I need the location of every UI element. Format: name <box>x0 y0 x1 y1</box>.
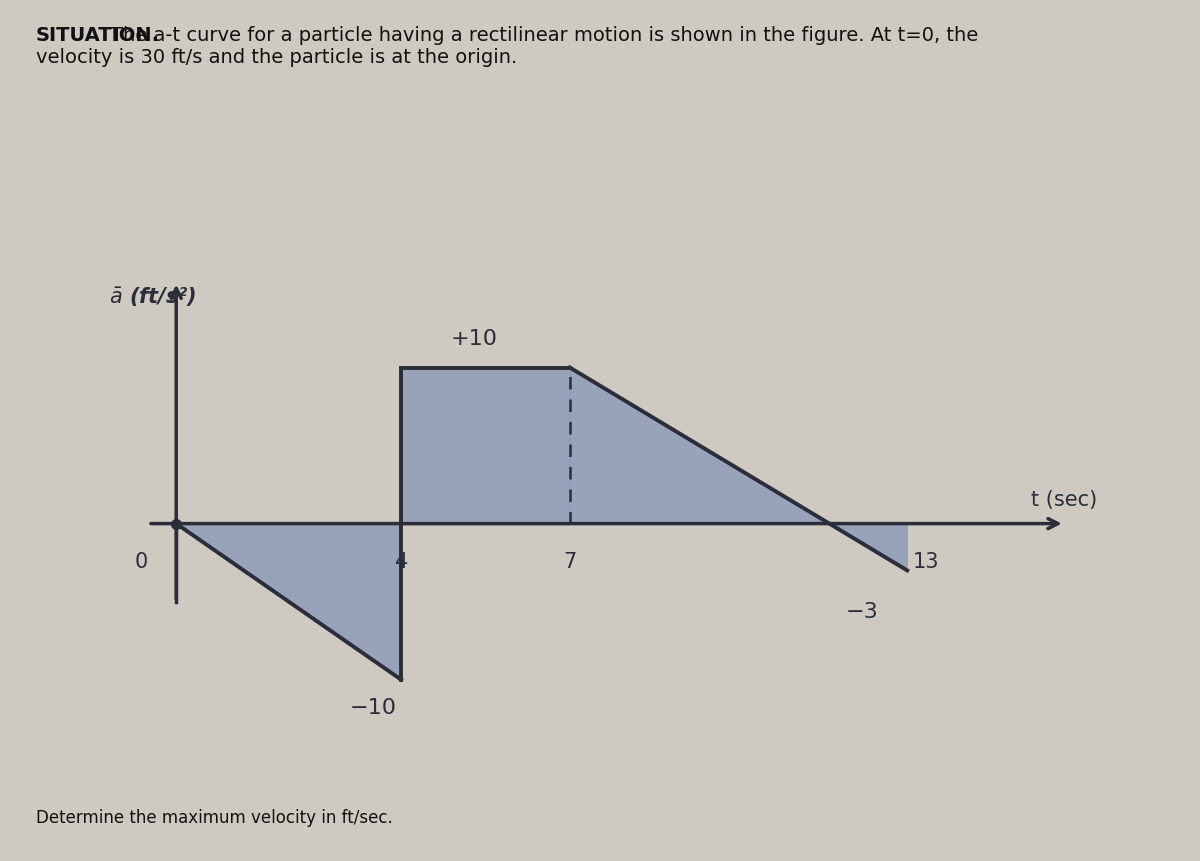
Text: t (sec): t (sec) <box>1031 490 1097 511</box>
Text: 4: 4 <box>395 552 408 572</box>
Text: $\bar{a}$ (ft/s²): $\bar{a}$ (ft/s²) <box>109 286 197 309</box>
Text: −10: −10 <box>349 698 396 718</box>
Text: 13: 13 <box>913 552 940 572</box>
Text: −3: −3 <box>846 602 878 622</box>
Text: SITUATION. The a-t curve for a particle having a rectilinear motion is shown in : SITUATION. The a-t curve for a particle … <box>36 26 1020 67</box>
Text: SITUATION.: SITUATION. <box>36 26 160 45</box>
Polygon shape <box>401 368 570 523</box>
Polygon shape <box>570 368 907 571</box>
Text: 0: 0 <box>134 552 148 572</box>
Text: The a-t curve for a particle having a rectilinear motion is shown in the figure.: The a-t curve for a particle having a re… <box>36 26 978 67</box>
Polygon shape <box>176 523 401 679</box>
Text: Determine the maximum velocity in ft/sec.: Determine the maximum velocity in ft/sec… <box>36 808 392 827</box>
Text: +10: +10 <box>451 329 498 349</box>
Text: 7: 7 <box>563 552 576 572</box>
